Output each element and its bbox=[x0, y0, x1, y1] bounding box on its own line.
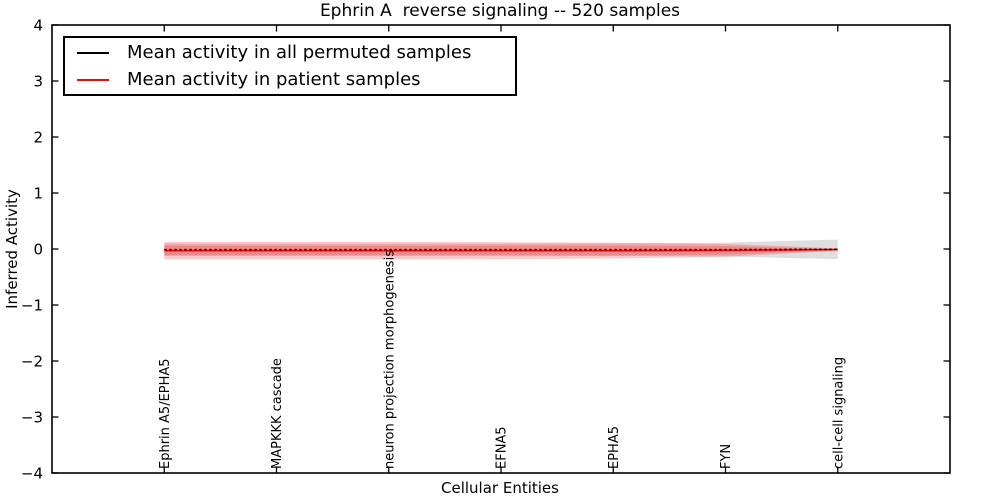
x-axis-label: Cellular Entities bbox=[441, 479, 559, 497]
x-tick-label: Ephrin A5/EPHA5 bbox=[158, 358, 173, 469]
y-tick-label: −1 bbox=[21, 297, 43, 315]
chart-title: Ephrin A reverse signaling -- 520 sample… bbox=[319, 1, 681, 21]
legend-line-permuted-icon bbox=[77, 51, 109, 54]
legend-label-patient: Mean activity in patient samples bbox=[127, 69, 421, 90]
legend-line-patient-icon bbox=[77, 78, 109, 81]
x-tick-labels: Ephrin A5/EPHA5 MAPKKK cascade neuron proj… bbox=[158, 250, 847, 469]
patient-mean-line bbox=[164, 248, 838, 252]
x-tick-label: FYN bbox=[719, 444, 734, 469]
mean-lines bbox=[164, 248, 838, 252]
legend-item-patient: Mean activity in patient samples bbox=[65, 66, 515, 93]
legend-item-permuted: Mean activity in all permuted samples bbox=[65, 39, 515, 66]
y-tick-label: 3 bbox=[33, 73, 43, 91]
axes-border bbox=[51, 24, 951, 474]
y-tick-label: −4 bbox=[21, 465, 43, 483]
legend-label-permuted: Mean activity in all permuted samples bbox=[127, 42, 472, 63]
y-tick-label: 2 bbox=[33, 129, 43, 147]
y-tick-label: 4 bbox=[33, 17, 43, 35]
y-tick-label: −3 bbox=[21, 409, 43, 427]
x-tick-label: cell-cell signaling bbox=[831, 357, 846, 469]
axes-frame bbox=[51, 24, 951, 474]
legend: Mean activity in all permuted samples Me… bbox=[63, 36, 517, 96]
y-tick-labels: 4 3 2 1 0 −1 −2 −3 −4 bbox=[21, 17, 43, 483]
x-tick-label: EFNA5 bbox=[495, 426, 510, 469]
x-tick-label: EPHA5 bbox=[607, 426, 622, 469]
x-tick-label: MAPKKK cascade bbox=[270, 358, 285, 469]
y-tick-label: −2 bbox=[21, 353, 43, 371]
x-tick-label: neuron projection morphogenesis bbox=[382, 250, 397, 469]
y-tick-label: 1 bbox=[33, 185, 43, 203]
y-tick-label: 0 bbox=[33, 241, 43, 259]
